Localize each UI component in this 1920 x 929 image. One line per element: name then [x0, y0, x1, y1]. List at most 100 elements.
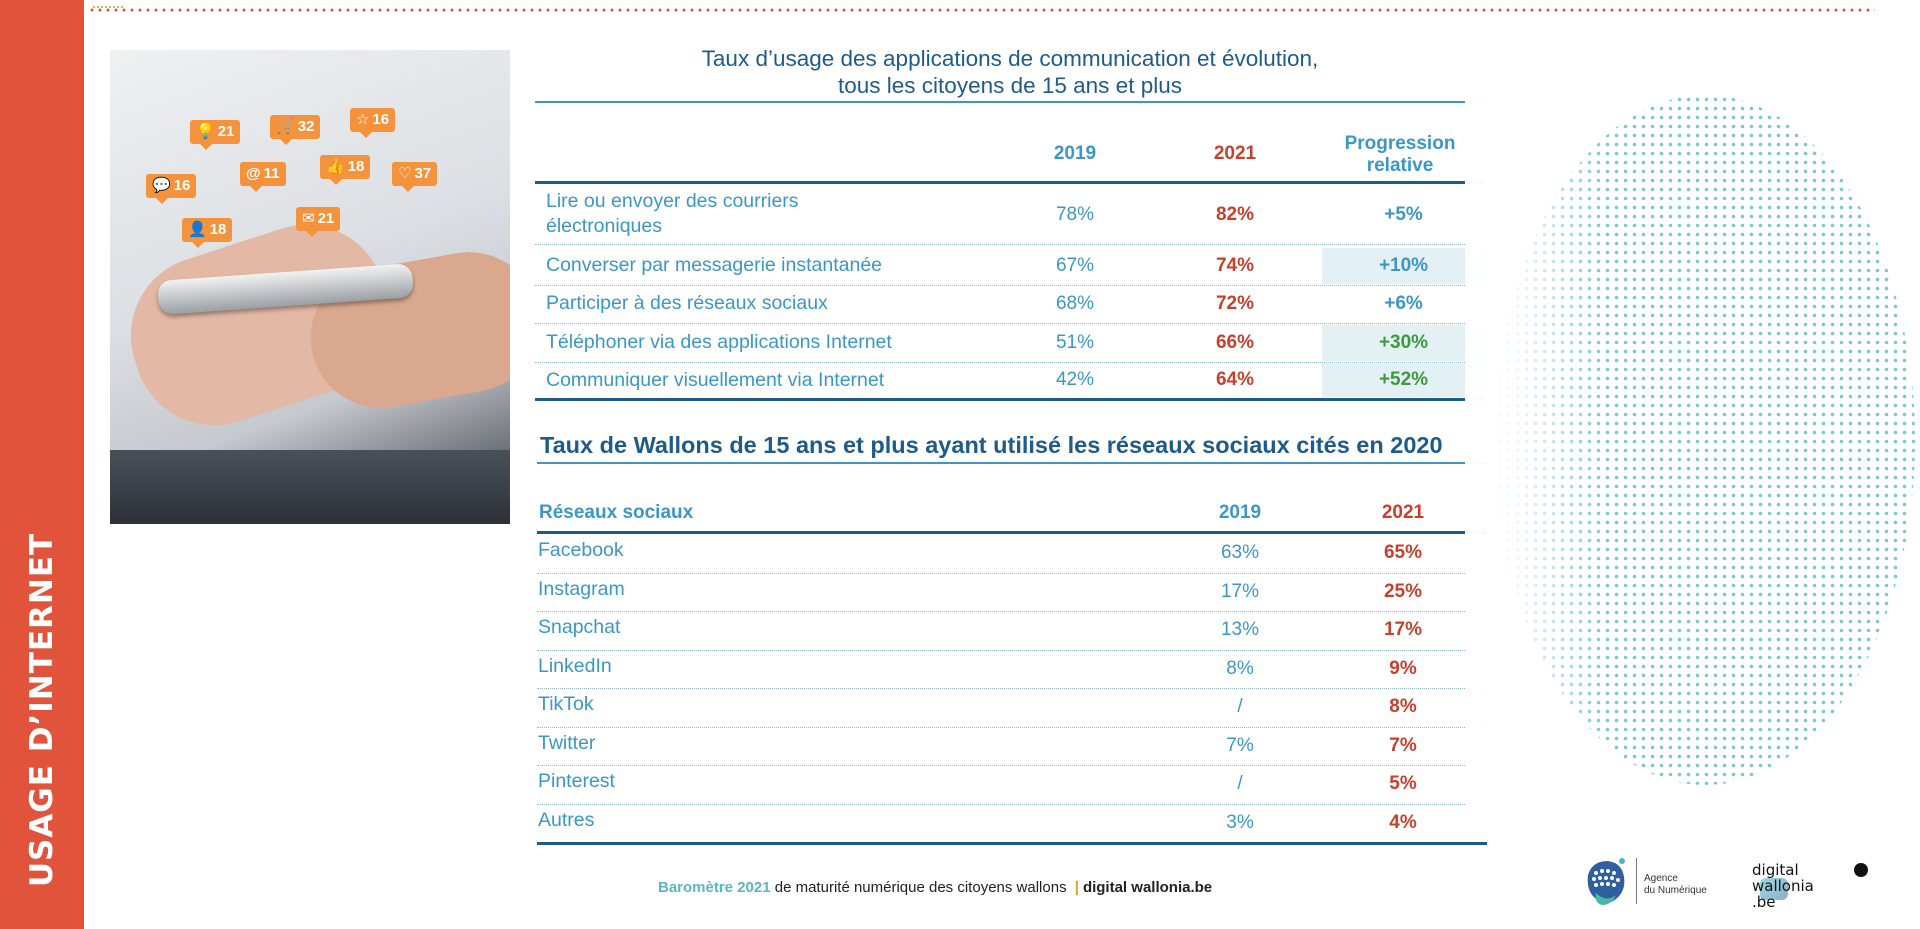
table1-cell-2021: 66% — [1215, 332, 1255, 353]
table2-cell-2019: 3% — [1226, 811, 1254, 833]
table2-cell-2021: 65% — [1383, 542, 1423, 563]
table1-title-line1: Taux d’usage des applications de communi… — [701, 46, 1319, 71]
table1-row-label: Converser par messagerie instantanée — [546, 253, 882, 278]
table2-cell-2019: 63% — [1220, 542, 1260, 563]
row-separator — [535, 362, 1485, 363]
progression-highlight — [1322, 325, 1485, 361]
table2-network-name: Twitter — [538, 731, 596, 754]
table1-title-line2: tous les citoyens de 15 ans et plus — [838, 73, 1182, 98]
table2-header-2021: 2021 — [1381, 502, 1425, 523]
table2-cell-2019: / — [1237, 696, 1243, 717]
at-icon: @ — [246, 165, 261, 182]
table1-row-label: Communiquer visuellement via Internet — [546, 368, 884, 393]
footer-site-link[interactable]: digital wallonia.be — [1082, 879, 1213, 896]
footer-barometre: Baromètre 2021 — [658, 879, 771, 896]
table1-cell-2019: 78% — [1055, 204, 1095, 225]
top-dotted-divider — [88, 8, 1875, 12]
table2-cell-2021: 8% — [1389, 696, 1417, 717]
table1-row-label-line2: électroniques — [546, 215, 662, 237]
table2-network-name: LinkedIn — [538, 654, 612, 677]
footer-description: de maturité numérique des citoyens wallo… — [770, 879, 1071, 896]
notification-bubble: ☆ 16 — [350, 108, 396, 138]
table1-cell-progression: +10% — [1378, 255, 1429, 276]
notification-bubble: ✉ 21 — [296, 207, 341, 237]
notification-bubble: ♡ 37 — [392, 162, 438, 192]
bubble-count: 37 — [414, 165, 432, 182]
table1-title: Taux d’usage des applications de communi… — [535, 45, 1485, 99]
table1-cell-2019: 68% — [1055, 293, 1095, 314]
table2-network-name: Instagram — [538, 577, 625, 600]
footer-credit: Baromètre 2021 de maturité numérique des… — [658, 879, 1212, 896]
bubble-count: 11 — [263, 165, 280, 182]
digital-wallonia-logo: digital wallonia .be — [1752, 862, 1814, 910]
sidebar-band: USAGE D’INTERNET — [0, 0, 84, 929]
table1-row-label: Téléphoner via des applications Internet — [546, 330, 892, 355]
footer-separator: | — [1074, 879, 1079, 896]
table1-cell-2021: 74% — [1215, 255, 1255, 276]
notification-bubble: 👍 18 — [320, 155, 371, 185]
notification-bubble: @11 — [240, 162, 286, 192]
logo-divider — [1636, 858, 1637, 904]
table1-cell-2021: 82% — [1215, 204, 1255, 225]
table2-network-name: Autres — [538, 808, 595, 831]
notification-bubble: 💡 21 — [190, 120, 241, 150]
row-separator — [537, 765, 1487, 766]
digital-wallonia-mark — [1760, 878, 1788, 900]
corner-decoration — [93, 0, 123, 8]
section-title-vertical: USAGE D’INTERNET — [24, 532, 60, 888]
bubble-count: 21 — [317, 210, 335, 227]
table2-header-networks: Réseaux sociaux — [539, 502, 694, 523]
cart-icon: 🛒 — [276, 118, 295, 135]
dw-line1: digital — [1752, 861, 1799, 879]
agence-du-numerique-logo — [1587, 858, 1625, 905]
table1-row-label-line1: Téléphoner via des applications Internet — [546, 331, 892, 353]
chat-icon: 💬 — [152, 177, 171, 194]
agence-line2: du Numérique — [1644, 885, 1707, 896]
bubble-count: 32 — [297, 118, 315, 135]
row-separator — [537, 803, 1487, 805]
row-separator — [537, 611, 1487, 612]
bubble-count: 18 — [347, 158, 365, 175]
table1-cell-progression: +5% — [1384, 204, 1423, 225]
table1-row-label: Lire ou envoyer des courriers électroniqu… — [546, 189, 799, 239]
progression-highlight — [1322, 363, 1485, 397]
table2-cell-2019: / — [1237, 773, 1243, 794]
row-separator — [535, 244, 1485, 245]
table1-row-label: Participer à des réseaux sociaux — [546, 291, 828, 316]
table2-network-name: TikTok — [538, 693, 594, 715]
table2-cell-2021: 25% — [1383, 580, 1423, 602]
notification-bubble: 👤 18 — [182, 218, 233, 248]
table2-cell-2021: 5% — [1389, 773, 1417, 794]
table1-header-2021: 2021 — [1213, 143, 1257, 164]
table1-row-label-line1: Communiquer visuellement via Internet — [546, 369, 885, 391]
table1-cell-2021: 72% — [1215, 293, 1255, 314]
agence-line1: Agence — [1644, 873, 1678, 884]
table2-network-name: Snapchat — [538, 616, 621, 638]
dw-line3: .be — [1752, 893, 1776, 911]
table1-header-rule — [535, 181, 1485, 184]
bubble-count: 21 — [217, 123, 235, 140]
table2-header-2019: 2019 — [1218, 502, 1262, 523]
table1-header-progression-line1: Progression — [1344, 133, 1456, 154]
table2-cell-2021: 9% — [1389, 657, 1417, 679]
table1-top-rule — [535, 101, 1485, 103]
user-icon: 👤 — [188, 221, 207, 238]
table2-cell-2021: 17% — [1383, 619, 1423, 640]
like-icon: 👍 — [326, 158, 345, 175]
agence-du-numerique-text: Agence du Numérique — [1644, 873, 1707, 897]
table2-bottom-rule — [537, 842, 1487, 845]
table1-row-label-line1: Lire ou envoyer des courriers — [546, 190, 799, 212]
table2-network-name: Pinterest — [538, 770, 615, 792]
notification-bubble: 🛒 32 — [270, 115, 321, 145]
table1-cell-2019: 42% — [1055, 369, 1095, 390]
table1-header-progression: Progression relative — [1320, 133, 1480, 177]
table2-title: Taux de Wallons de 15 ans et plus ayant … — [540, 432, 1443, 458]
table1-cell-2019: 67% — [1055, 255, 1095, 276]
table1-cell-2021: 64% — [1215, 369, 1255, 390]
table1-cell-progression: +52% — [1378, 369, 1429, 390]
bubble-count: 16 — [173, 177, 191, 194]
black-dot-icon — [1854, 863, 1868, 877]
table2-header-rule — [537, 531, 1487, 534]
table1-row-label-line1: Converser par messagerie instantanée — [546, 254, 883, 276]
table2-cell-2019: 7% — [1226, 734, 1254, 756]
